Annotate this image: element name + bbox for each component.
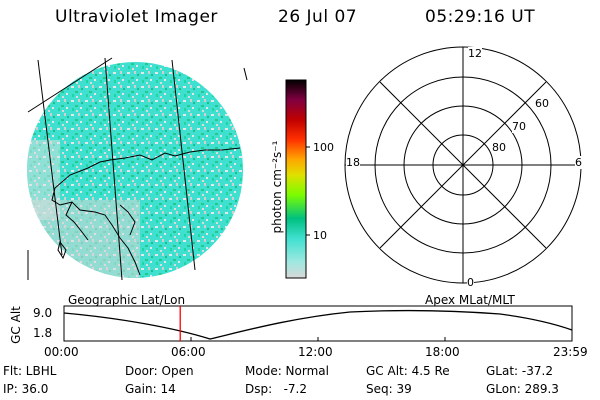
mlat-label-60: 60 bbox=[535, 97, 549, 110]
alt-xtick-0000: 00:00 bbox=[44, 345, 79, 359]
info-gain: Gain: 14 bbox=[125, 382, 176, 396]
time-label: 05:29:16 UT bbox=[425, 7, 536, 27]
info-dsp: Dsp: -7.2 bbox=[245, 382, 308, 396]
info-mode: Mode: Normal bbox=[245, 364, 329, 378]
aurora-disk bbox=[27, 62, 243, 278]
mlt-label-6: 6 bbox=[575, 156, 582, 169]
mlt-label-12: 12 bbox=[468, 47, 482, 60]
alt-xtick-1800: 18:00 bbox=[425, 345, 460, 359]
geo-panel-label: Geographic Lat/Lon bbox=[68, 293, 186, 307]
date-label: 26 Jul 07 bbox=[278, 7, 358, 27]
instrument-title: Ultraviolet Imager bbox=[55, 7, 218, 27]
colorbar-tick-10: 10 bbox=[313, 229, 327, 242]
colorbar-tick-100: 100 bbox=[313, 141, 334, 154]
alt-ytick-low: 1.8 bbox=[33, 326, 53, 340]
mlat-label-80: 80 bbox=[492, 141, 506, 154]
altitude-curve bbox=[63, 309, 573, 340]
alt-ytick-high: 9.0 bbox=[33, 306, 53, 320]
alt-xtick-0600: 06:00 bbox=[171, 345, 206, 359]
coastline bbox=[51, 147, 241, 276]
alt-xtick-1200: 12:00 bbox=[298, 345, 333, 359]
info-seq: Seq: 39 bbox=[366, 382, 412, 396]
info-flt: Flt: LBHL bbox=[3, 364, 57, 378]
info-ip: IP: 36.0 bbox=[3, 382, 49, 396]
mlt-label-18: 18 bbox=[346, 156, 360, 169]
alt-xtick-2359: 23:59 bbox=[553, 345, 588, 359]
polar-panel-label: Apex MLat/MLT bbox=[425, 293, 515, 307]
info-glon: GLon: 289.3 bbox=[486, 382, 559, 396]
info-door: Door: Open bbox=[125, 364, 194, 378]
info-gcalt: GC Alt: 4.5 Re bbox=[366, 364, 450, 378]
mlat-label-70: 70 bbox=[512, 120, 526, 133]
geo-grid bbox=[27, 57, 248, 281]
info-glat: GLat: -37.2 bbox=[486, 364, 553, 378]
mlt-label-0: 0 bbox=[467, 276, 474, 289]
colorbar bbox=[285, 79, 310, 279]
